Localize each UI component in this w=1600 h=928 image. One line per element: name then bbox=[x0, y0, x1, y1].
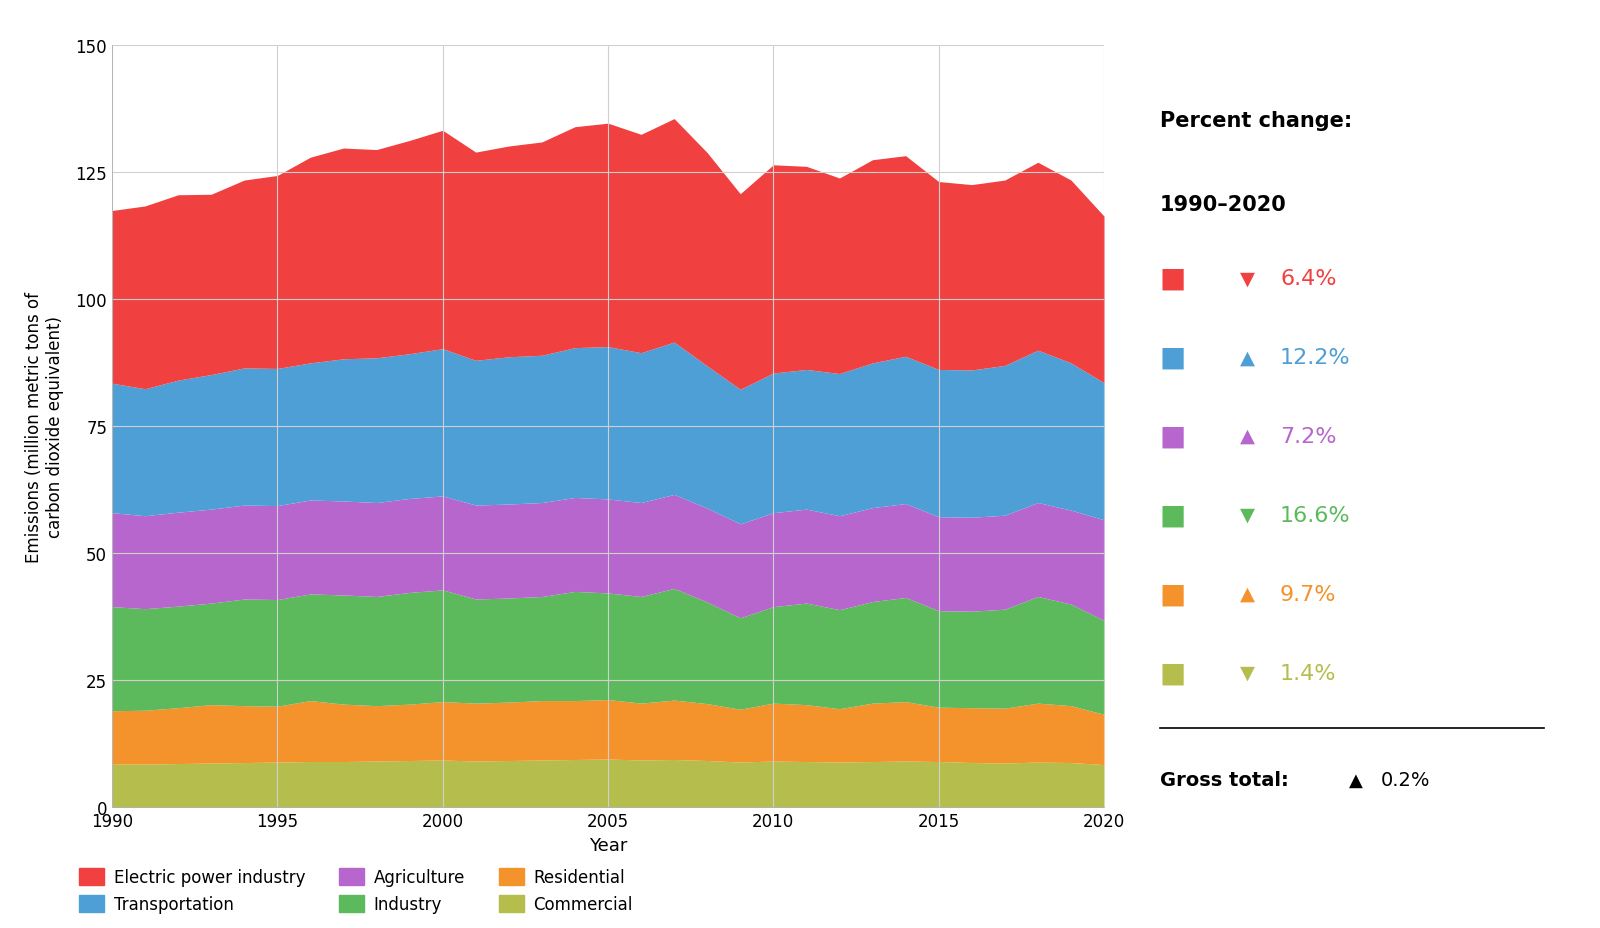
Text: 9.7%: 9.7% bbox=[1280, 584, 1336, 604]
Text: ■: ■ bbox=[1160, 264, 1186, 292]
Text: ▲: ▲ bbox=[1240, 427, 1254, 445]
Text: ■: ■ bbox=[1160, 501, 1186, 529]
Text: 0.2%: 0.2% bbox=[1381, 770, 1430, 789]
Text: ▲: ▲ bbox=[1240, 348, 1254, 367]
Text: 1.4%: 1.4% bbox=[1280, 663, 1336, 683]
Text: ■: ■ bbox=[1160, 343, 1186, 371]
Text: ▲: ▲ bbox=[1240, 585, 1254, 603]
Text: ■: ■ bbox=[1160, 422, 1186, 450]
Text: 12.2%: 12.2% bbox=[1280, 347, 1350, 367]
Text: ■: ■ bbox=[1160, 580, 1186, 608]
Y-axis label: Emissions (million metric tons of
carbon dioxide equivalent): Emissions (million metric tons of carbon… bbox=[26, 291, 64, 562]
Text: 7.2%: 7.2% bbox=[1280, 426, 1336, 446]
Text: Percent change:: Percent change: bbox=[1160, 111, 1352, 132]
Legend: Electric power industry, Transportation, Agriculture, Industry, Residential, Com: Electric power industry, Transportation,… bbox=[72, 862, 640, 920]
Text: 16.6%: 16.6% bbox=[1280, 505, 1350, 525]
Text: 6.4%: 6.4% bbox=[1280, 268, 1336, 289]
Text: Gross total:: Gross total: bbox=[1160, 770, 1288, 789]
Text: ■: ■ bbox=[1160, 659, 1186, 687]
Text: ▼: ▼ bbox=[1240, 269, 1254, 288]
Text: 1990–2020: 1990–2020 bbox=[1160, 195, 1286, 215]
Text: ▼: ▼ bbox=[1240, 506, 1254, 524]
Text: ▲: ▲ bbox=[1349, 770, 1363, 789]
X-axis label: Year: Year bbox=[589, 836, 627, 854]
Text: ▼: ▼ bbox=[1240, 664, 1254, 682]
